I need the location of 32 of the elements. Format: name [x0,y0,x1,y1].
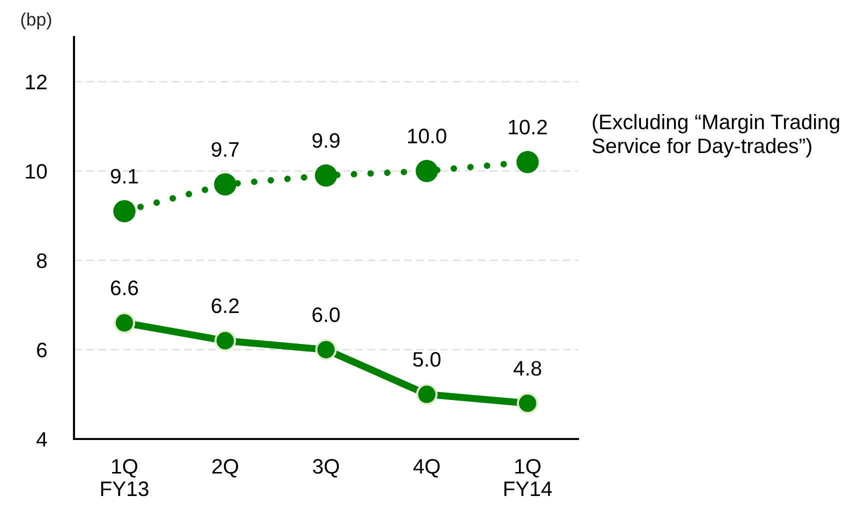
x-tick-label: 2Q [212,458,238,478]
point [516,150,539,174]
x-tick-label: 1Q FY14 [504,458,552,496]
data-label: 6.2 [212,298,239,314]
data-label: 10.2 [508,120,547,134]
point [214,330,236,352]
point [516,392,538,414]
point [314,164,338,187]
y-tick-label: 8 [36,253,47,268]
data-label: 9.1 [110,168,138,184]
point [214,173,236,196]
y-tick-label: 4 [36,432,47,447]
y-tick-label: 6 [37,342,47,358]
text: (Excluding “Margin Trading Service for Day-trades”) [592,114,840,158]
data-label: 6.6 [110,280,138,296]
data-label: 5.0 [413,352,440,367]
point [416,160,438,182]
y-tick-label: 12 [26,74,47,90]
x-tick-label: 4Q [413,458,440,478]
x-tick-label: 1Q FY13 [101,458,148,496]
data-label: 4.8 [514,360,542,376]
point [315,338,337,360]
data-label: 10.0 [408,128,446,144]
y-axis-title: (bp) [21,12,52,30]
data-label: 6.0 [312,307,340,322]
point [113,200,136,222]
data-label: 9.7 [212,142,239,157]
data-label: 9.9 [312,133,340,148]
x-tick-label: 3Q [312,458,339,478]
y-tick-label: 10 [26,164,47,179]
point [416,384,438,406]
point [114,312,136,334]
